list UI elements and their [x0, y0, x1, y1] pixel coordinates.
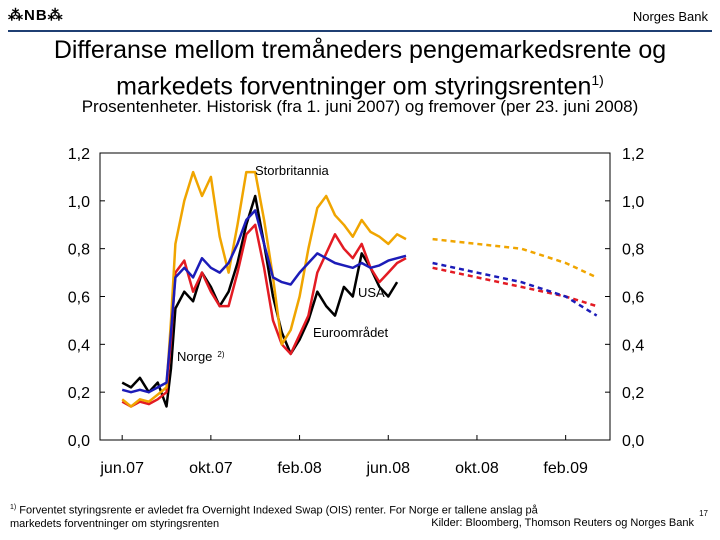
x-tick-label: okt.07	[189, 460, 233, 477]
y-tick-label-left: 0,2	[68, 385, 90, 402]
x-tick-label: jun.08	[365, 460, 410, 477]
footnote: 1) Forventet styringsrente er avledet fr…	[10, 501, 538, 531]
y-tick-label-right: 1,0	[622, 194, 644, 211]
plot-area-frame	[99, 152, 611, 441]
norges-bank-logo: ⁂NB⁂	[8, 7, 64, 24]
series-line-euroomradet	[121, 209, 407, 394]
y-tick-label-left: 0,4	[68, 337, 90, 354]
y-tick-label-left: 0,8	[68, 242, 90, 259]
y-tick-label-left: 1,2	[68, 146, 90, 163]
series-label-text: Norge	[177, 349, 212, 364]
series-label-norge: Norge 2)	[177, 349, 225, 364]
y-tick-label-right: 0,6	[622, 290, 644, 307]
x-tick-label: jun.07	[99, 460, 144, 477]
series-forecast-euroomradet	[432, 261, 598, 317]
title-footnote-marker: 1)	[591, 72, 604, 88]
y-tick-label-left: 0,0	[68, 433, 90, 450]
series-label-storbritannia: Storbritannia	[255, 163, 329, 178]
series-forecast-storbritannia	[432, 237, 598, 279]
footnote-marker: 1)	[10, 504, 17, 511]
y-tick-label-right: 0,4	[622, 337, 644, 354]
slide-title-text: Differanse mellom tremåneders pengemarke…	[53, 36, 667, 101]
series-forecast-usa	[432, 266, 598, 308]
x-tick-label: feb.08	[277, 460, 322, 477]
footnote-line-1: Forventet styringsrente er avledet fra O…	[19, 504, 538, 517]
y-tick-label-left: 1,0	[68, 194, 90, 211]
x-tick-label: feb.09	[543, 460, 588, 477]
series-label-text: Euroområdet	[313, 325, 389, 340]
series-label-euroomradet: Euroområdet	[313, 325, 389, 340]
bank-name: Norges Bank	[632, 9, 708, 24]
line-chart: 0,0 0,2 0,4 0,6 0,8 1,0 1,2 0,0 0,2 0,4 0,6 0,8 1,0…	[68, 146, 645, 477]
x-tick-label: okt.08	[455, 460, 499, 477]
header-divider	[8, 30, 712, 32]
y-tick-label-left: 0,6	[68, 290, 90, 307]
y-tick-label-right: 0,0	[622, 433, 644, 450]
series-label-usa: USA	[358, 285, 385, 300]
series-label-text: Storbritannia	[255, 163, 329, 178]
y-tick-label-right: 0,8	[622, 242, 644, 259]
series-label-footnote-marker: 2)	[217, 350, 224, 359]
slide-subtitle: Prosentenheter. Historisk (fra 1. juni 2…	[81, 97, 639, 116]
page-number: 17	[699, 509, 708, 518]
series-line-usa	[121, 223, 407, 408]
series-label-text: USA	[358, 285, 385, 300]
series-line-norge	[121, 194, 399, 408]
slide-title: Differanse mellom tremåneders pengemarke…	[0, 35, 720, 101]
source-note: Kilder: Bloomberg, Thomson Reuters og No…	[431, 517, 694, 529]
footnote-line-2: markedets forventninger om styringsrente…	[10, 517, 220, 530]
y-tick-label-right: 1,2	[622, 146, 644, 163]
y-tick-label-right: 0,2	[622, 385, 644, 402]
